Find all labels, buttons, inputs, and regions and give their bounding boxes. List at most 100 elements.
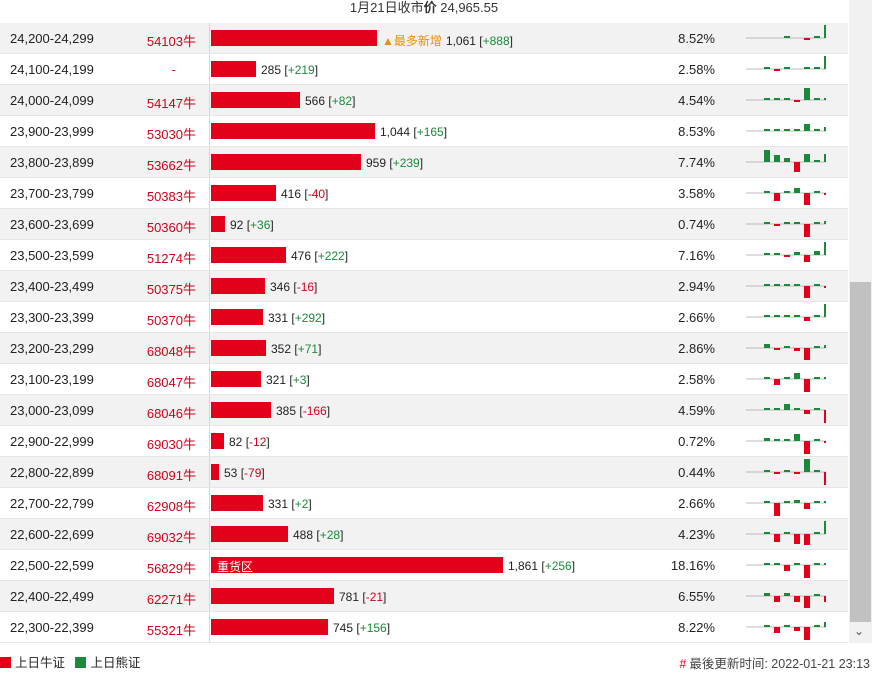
table-row[interactable]: 23,600-23,699 50360牛 92 [+36] 0.74%	[0, 209, 848, 240]
cbbc-code-link[interactable]: 53662牛	[146, 158, 196, 173]
volume-value: 53 [-79]	[224, 466, 265, 480]
table-row[interactable]: 22,500-22,599 56829牛 重货区 1,861 [+256] 18.16%	[0, 550, 848, 581]
volume-value: 385 [-166]	[276, 404, 331, 418]
sparkline-bar	[814, 408, 820, 410]
volume-change: +71	[297, 342, 319, 356]
price-range: 23,300-23,399	[10, 310, 94, 325]
cbbc-code-link[interactable]: 55321牛	[146, 623, 196, 638]
sparkline-bar	[804, 286, 810, 298]
table-row[interactable]: 23,900-23,999 53030牛 1,044 [+165] 8.53%	[0, 116, 848, 147]
table-row[interactable]: 22,400-22,499 62271牛 781 [-21] 6.55%	[0, 581, 848, 612]
volume-number: 781	[339, 590, 360, 604]
trend-sparkline	[746, 521, 826, 545]
sparkline-bar	[814, 315, 820, 317]
volume-value: 352 [+71]	[271, 342, 322, 356]
cbbc-code-link[interactable]: 54147牛	[146, 96, 196, 111]
table-row[interactable]: 22,700-22,799 62908牛 331 [+2] 2.66%	[0, 488, 848, 519]
cbbc-code-link[interactable]: 62271牛	[146, 592, 196, 607]
volume-bar-cell: 82 [-12]	[209, 426, 660, 456]
sparkline-bar	[794, 563, 800, 565]
cbbc-code-link[interactable]: 56829牛	[146, 561, 196, 576]
table-row[interactable]: 23,300-23,399 50370牛 331 [+292] 2.66%	[0, 302, 848, 333]
sparkline-bar	[784, 284, 790, 286]
volume-bar-cell: 566 [+82]	[209, 85, 660, 115]
cbbc-code-link[interactable]: 50360牛	[146, 220, 196, 235]
table-row[interactable]: 24,000-24,099 54147牛 566 [+82] 4.54%	[0, 85, 848, 116]
page-header: 1月21日收市价 24,965.55	[0, 0, 848, 22]
sparkline-bar	[794, 315, 800, 317]
cbbc-code-link[interactable]: 50383牛	[146, 189, 196, 204]
cbbc-code-link[interactable]: 69030牛	[146, 437, 196, 452]
sparkline-bar	[814, 191, 820, 193]
sparkline-bar	[764, 98, 770, 100]
table-row[interactable]: 23,500-23,599 51274牛 476 [+222] 7.16%	[0, 240, 848, 271]
sparkline-bar	[824, 25, 826, 38]
cbbc-code-link[interactable]: 54103牛	[146, 34, 196, 49]
table-row[interactable]: 23,800-23,899 53662牛 959 [+239] 7.74%	[0, 147, 848, 178]
volume-value: ▲最多新增 1,061 [+888]	[382, 34, 513, 48]
sparkline-bar	[794, 188, 800, 193]
trend-sparkline	[746, 150, 826, 172]
trend-sparkline	[746, 124, 826, 132]
table-row[interactable]: 24,100-24,199 - 285 [+219] 2.58%	[0, 54, 848, 85]
cbbc-code-link[interactable]: 62908牛	[146, 499, 196, 514]
volume-value: 331 [+2]	[268, 497, 312, 511]
volume-change: +888	[482, 34, 510, 48]
volume-bar	[211, 154, 361, 170]
sparkline-bar	[824, 127, 826, 131]
sparkline-bar	[824, 154, 826, 162]
percentage: 2.58%	[678, 372, 715, 387]
volume-bar-cell: 285 [+219]	[209, 54, 660, 84]
volume-bar-cell: 959 [+239]	[209, 147, 660, 177]
table-row[interactable]: 23,400-23,499 50375牛 346 [-16] 2.94%	[0, 271, 848, 302]
hash-icon: #	[679, 657, 687, 671]
table-row[interactable]: 23,000-23,099 68046牛 385 [-166] 4.59%	[0, 395, 848, 426]
sparkline-bar	[804, 88, 810, 100]
percentage: 18.16%	[670, 558, 715, 573]
cbbc-code-link[interactable]: 68047牛	[146, 375, 196, 390]
volume-bar	[211, 619, 328, 635]
volume-change: +156	[359, 621, 387, 635]
cbbc-code-link[interactable]: 50370牛	[146, 313, 196, 328]
volume-bar: 重货区	[211, 557, 503, 574]
cbbc-code-link[interactable]: 50375牛	[146, 282, 196, 297]
sparkline-bar	[764, 408, 770, 410]
cbbc-code-link[interactable]: 68046牛	[146, 406, 196, 421]
cbbc-code-link[interactable]: 53030牛	[146, 127, 196, 142]
table-row[interactable]: 22,900-22,999 69030牛 82 [-12] 0.72%	[0, 426, 848, 457]
sparkline-bar	[804, 503, 810, 509]
volume-bar	[211, 402, 271, 418]
price-range: 23,100-23,199	[10, 372, 94, 387]
vertical-scrollbar[interactable]: ⌄	[849, 0, 872, 643]
sparkline-bar	[804, 348, 810, 360]
scrollbar-thumb[interactable]	[850, 282, 871, 622]
cbbc-code-link[interactable]: 69032牛	[146, 530, 196, 545]
header-price-value: 24,965.55	[440, 0, 499, 15]
volume-change: +3	[292, 373, 307, 387]
volume-number: 416	[281, 187, 302, 201]
sparkline-bar	[784, 501, 790, 503]
sparkline-bar	[814, 251, 820, 255]
trend-sparkline	[746, 344, 826, 360]
sparkline-bar	[774, 129, 780, 131]
cbbc-code-link[interactable]: 68091牛	[146, 468, 196, 483]
table-row[interactable]: 22,600-22,699 69032牛 488 [+28] 4.23%	[0, 519, 848, 550]
volume-number: 285	[261, 63, 282, 77]
sparkline-bar	[794, 373, 800, 379]
table-row[interactable]: 23,200-23,299 68048牛 352 [+71] 2.86%	[0, 333, 848, 364]
volume-change: +28	[319, 528, 341, 542]
scroll-down-icon[interactable]: ⌄	[854, 624, 865, 638]
sparkline-bar	[804, 317, 810, 321]
price-range: 23,000-23,099	[10, 403, 94, 418]
table-row[interactable]: 23,100-23,199 68047牛 321 [+3] 2.58%	[0, 364, 848, 395]
price-range: 22,300-22,399	[10, 620, 94, 635]
percentage: 0.44%	[678, 465, 715, 480]
table-row[interactable]: 22,300-22,399 55321牛 745 [+156] 8.22%	[0, 612, 848, 643]
table-row[interactable]: 24,200-24,299 54103牛 ▲最多新增 1,061 [+888] 8.52…	[0, 23, 848, 54]
sparkline-bar	[774, 193, 780, 201]
sparkline-bar	[814, 439, 820, 441]
table-row[interactable]: 23,700-23,799 50383牛 416 [-40] 3.58%	[0, 178, 848, 209]
cbbc-code-link[interactable]: 68048牛	[146, 344, 196, 359]
table-row[interactable]: 22,800-22,899 68091牛 53 [-79] 0.44%	[0, 457, 848, 488]
cbbc-code-link[interactable]: 51274牛	[146, 251, 196, 266]
